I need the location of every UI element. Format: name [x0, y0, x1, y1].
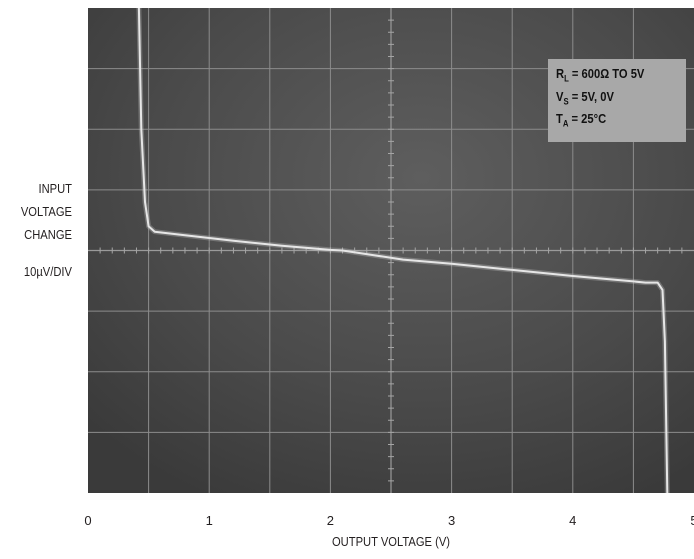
y-scale-label: 10µV/DIV: [23, 264, 72, 279]
legend-rl-sub: L: [564, 73, 569, 84]
x-tick-label: 4: [569, 513, 576, 528]
y-axis-label-line-3: CHANGE: [24, 227, 72, 242]
x-tick-label: 5: [690, 513, 694, 528]
trace-line: [137, 7, 669, 494]
legend-vs-sub: S: [563, 96, 569, 107]
y-axis-label-line-1: INPUT: [38, 181, 72, 196]
trace-group: [136, 7, 670, 494]
legend-vs-main: V: [556, 89, 564, 104]
x-tick-label: 2: [327, 513, 334, 528]
x-tick-labels: 0 1 2 3 4 5: [84, 513, 694, 528]
y-axis-label-line-2: VOLTAGE: [20, 204, 72, 219]
legend-rl-main: R: [556, 66, 565, 81]
x-tick-label: 1: [206, 513, 213, 528]
legend-vs-rest: = 5V, 0V: [568, 89, 614, 104]
x-axis-title: OUTPUT VOLTAGE (V): [331, 534, 451, 549]
legend-line-rl: RL = 600Ω TO 5V: [556, 66, 644, 84]
legend-rl-rest: = 600Ω TO 5V: [568, 66, 645, 81]
legend-ta-main: T: [556, 111, 563, 126]
x-tick-label: 3: [448, 513, 455, 528]
legend-line-vs: VS = 5V, 0V: [556, 89, 614, 107]
legend-ta-rest: = 25°C: [568, 111, 607, 126]
x-tick-label: 0: [84, 513, 91, 528]
legend: RL = 600Ω TO 5V VS = 5V, 0V TA = 25°C: [548, 59, 686, 142]
legend-ta-sub: A: [562, 118, 569, 129]
legend-line-ta: TA = 25°C: [556, 111, 606, 129]
